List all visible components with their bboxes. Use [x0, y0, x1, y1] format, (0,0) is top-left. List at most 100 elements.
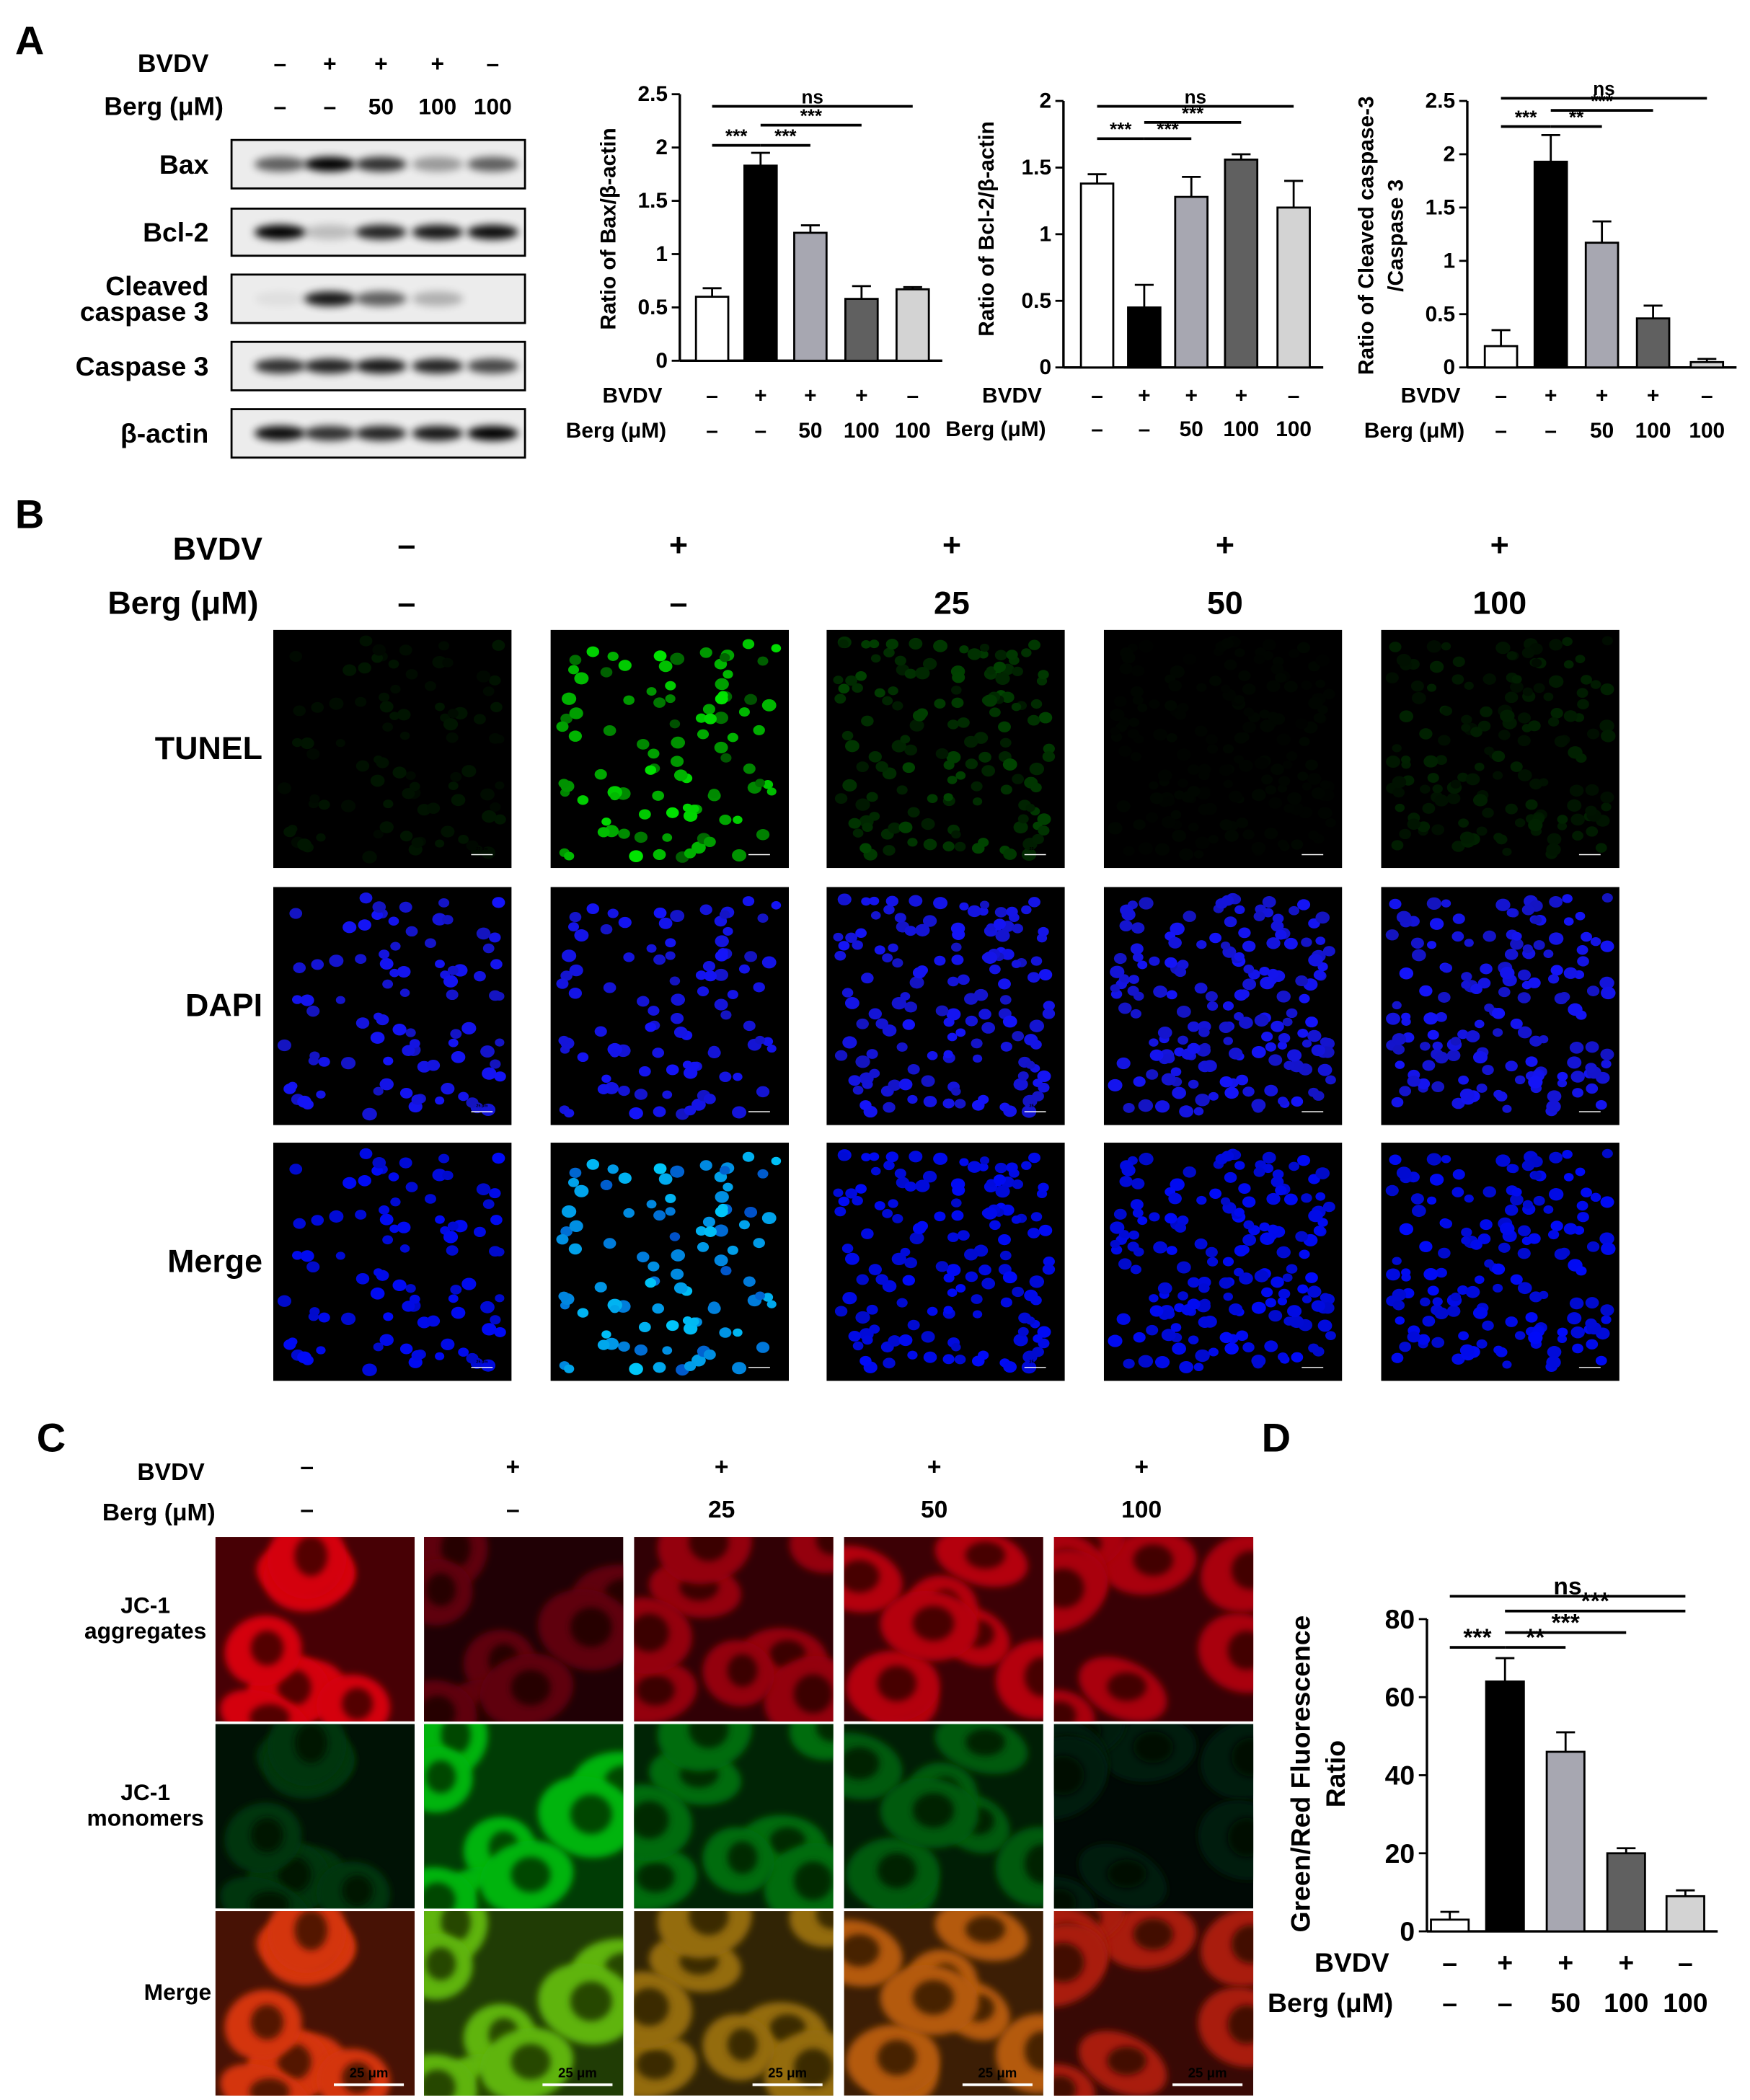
nucleus: [1206, 1257, 1219, 1267]
nucleus: [882, 696, 893, 706]
nucleus: [1012, 1179, 1023, 1189]
nucleus: [915, 1179, 930, 1192]
blot-band: [412, 224, 464, 240]
nucleus: [567, 665, 580, 675]
nucleus: [569, 1220, 583, 1232]
nucleus: [1133, 819, 1146, 830]
nucleus: [618, 1341, 630, 1352]
nucleus: [1429, 1174, 1444, 1186]
bar: [1174, 195, 1209, 369]
nucleus: [1543, 1205, 1554, 1214]
nucleus: [1209, 675, 1222, 686]
nucleus: [1176, 748, 1191, 761]
nucleus: [1514, 1331, 1526, 1340]
nucleus: [1263, 1164, 1274, 1174]
cell-nucleus: [844, 1747, 880, 1780]
nucleus: [1113, 1208, 1127, 1220]
nucleus: [719, 1327, 732, 1338]
nucleus: [1127, 729, 1139, 739]
nucleus: [1389, 898, 1402, 910]
blot-band: [254, 291, 306, 306]
nucleus: [684, 1361, 697, 1372]
nucleus: [1299, 993, 1310, 1004]
nucleus: [1262, 639, 1276, 651]
nucleus: [1399, 828, 1412, 840]
condition-value: 100: [1276, 417, 1312, 441]
nucleus: [921, 1331, 935, 1343]
condition-value: 100: [1604, 1988, 1648, 2018]
nucleus: [1043, 1001, 1055, 1011]
nucleus: [1563, 917, 1574, 926]
nucleus: [1025, 1316, 1035, 1325]
blot-band: [254, 425, 306, 441]
nucleus: [727, 732, 738, 743]
nucleus: [838, 1196, 850, 1207]
nucleus: [1500, 967, 1515, 980]
micrograph: 25 μm: [424, 1911, 624, 2096]
nucleus: [494, 1326, 506, 1337]
nucleus: [372, 644, 386, 656]
nucleus: [482, 943, 495, 954]
nucleus: [1452, 656, 1465, 668]
nucleus: [848, 1331, 862, 1342]
nucleus: [1317, 807, 1333, 820]
nucleus: [951, 830, 961, 839]
nucleus: [907, 1094, 918, 1104]
nucleus: [1132, 696, 1144, 705]
nucleus: [1392, 787, 1405, 798]
condition-value: +: [669, 527, 688, 563]
nucleus: [1296, 642, 1311, 654]
nucleus: [1108, 822, 1123, 835]
nucleus: [1459, 831, 1475, 844]
nucleus: [670, 1268, 684, 1280]
nucleus: [1223, 779, 1233, 789]
condition-value: –: [1498, 1988, 1513, 2018]
nucleus: [738, 707, 750, 717]
nucleus: [978, 751, 991, 763]
nucleus: [722, 670, 733, 679]
cell-nucleus: [511, 1856, 551, 1893]
nucleus: [1441, 1219, 1453, 1229]
nucleus: [653, 849, 666, 861]
nucleus: [564, 851, 575, 861]
condition-value: –: [273, 50, 286, 76]
nucleus: [993, 1174, 1007, 1185]
nucleus: [965, 758, 978, 770]
cell-nucleus: [250, 2004, 284, 2040]
significance-label: ***: [1591, 90, 1613, 112]
nucleus: [438, 1153, 450, 1164]
nucleus: [1533, 940, 1545, 950]
nucleus: [1116, 1057, 1131, 1070]
nucleus: [1038, 825, 1050, 836]
cell-nucleus: [277, 1669, 311, 1706]
nucleus: [370, 1287, 385, 1300]
micrograph: [424, 1724, 624, 1909]
nucleus: [1029, 1275, 1045, 1288]
nucleus: [1434, 1051, 1449, 1064]
nucleus: [888, 1079, 901, 1091]
nucleus: [358, 662, 371, 674]
nucleus: [900, 1247, 911, 1257]
band-label: Cleaved: [105, 271, 208, 301]
nucleus: [1272, 913, 1284, 923]
nucleus: [609, 1049, 620, 1058]
nucleus: [1586, 1339, 1599, 1350]
nucleus: [1498, 986, 1511, 998]
nucleus: [882, 953, 893, 962]
blot-band: [467, 425, 518, 441]
nucleus: [1208, 1347, 1219, 1357]
nucleus: [883, 905, 895, 915]
nucleus: [1242, 1196, 1256, 1208]
nucleus: [389, 1224, 399, 1233]
cell-nucleus: [570, 1794, 612, 1835]
cell-nucleus: [1024, 1657, 1043, 1697]
nucleus: [907, 1064, 920, 1075]
nucleus: [1113, 953, 1127, 965]
nucleus: [907, 1319, 920, 1331]
nucleus: [1127, 985, 1139, 996]
nucleus: [1265, 1042, 1277, 1052]
nucleus: [1396, 1166, 1412, 1179]
nucleus: [318, 799, 330, 810]
nucleus: [1429, 660, 1444, 673]
nucleus: [448, 781, 459, 790]
